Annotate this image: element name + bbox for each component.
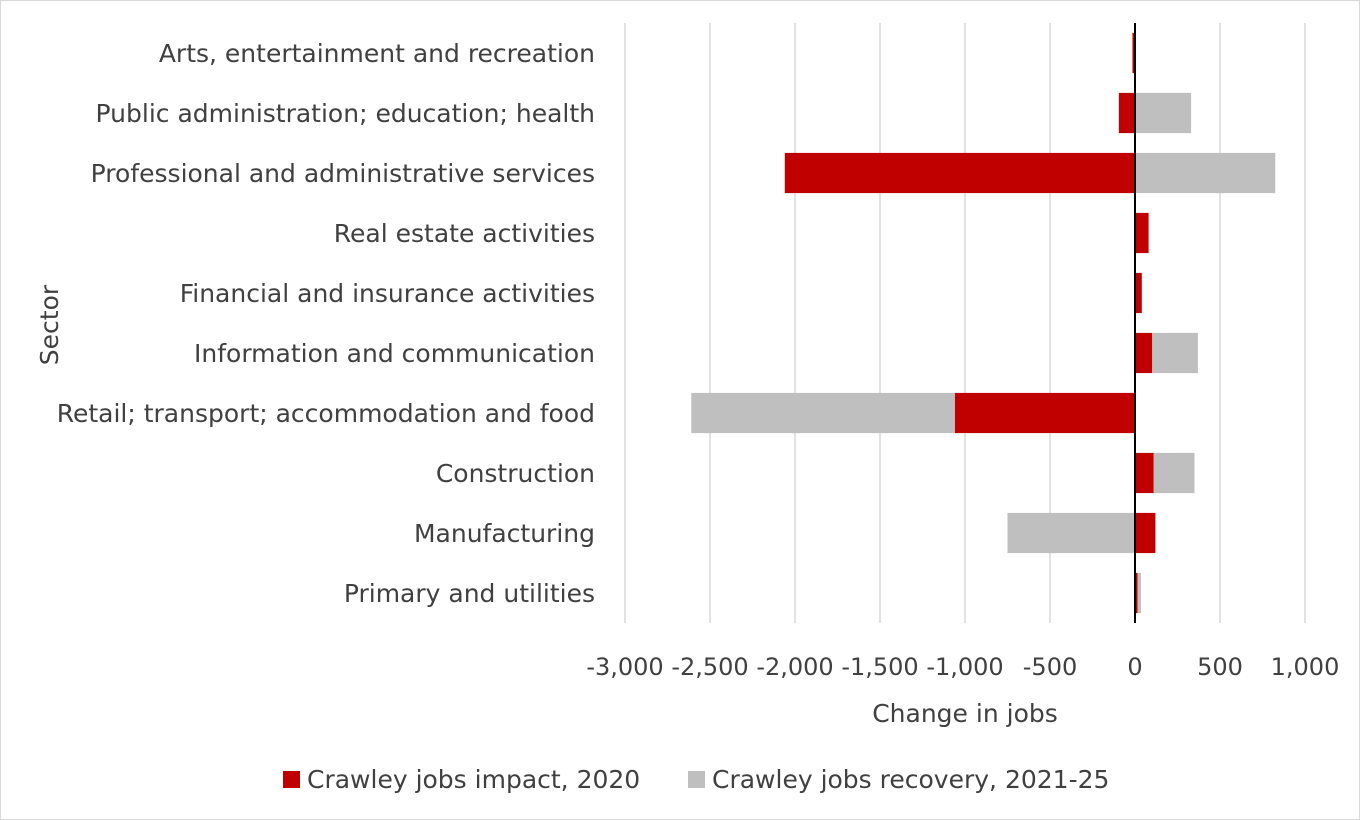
- category-label: Manufacturing: [414, 519, 595, 548]
- legend-label: Crawley jobs recovery, 2021-25: [712, 765, 1109, 794]
- bar-impact: [1132, 32, 1135, 74]
- bars: [691, 32, 1276, 614]
- category-label: Professional and administrative services: [91, 159, 595, 188]
- bar-impact: [1135, 512, 1156, 554]
- legend-swatch: [688, 771, 705, 788]
- y-axis-title: Sector: [35, 284, 64, 365]
- x-tick-label: 1,000: [1271, 653, 1340, 681]
- category-label: Construction: [436, 459, 595, 488]
- bar-recovery: [1135, 152, 1276, 194]
- bar-impact: [1135, 272, 1142, 314]
- x-tick-label: -1,500: [841, 653, 918, 681]
- bar-impact: [1135, 332, 1152, 374]
- bar-impact: [1135, 452, 1154, 494]
- category-label: Financial and insurance activities: [180, 279, 595, 308]
- x-tick-label: -2,500: [671, 653, 748, 681]
- category-label: Real estate activities: [334, 219, 595, 248]
- x-tick-label: 500: [1197, 653, 1243, 681]
- x-tick-label: -2,000: [756, 653, 833, 681]
- legend-label: Crawley jobs impact, 2020: [307, 765, 640, 794]
- category-label: Retail; transport; accommodation and foo…: [57, 399, 595, 428]
- legend-swatch: [283, 771, 300, 788]
- bar-recovery: [1137, 572, 1141, 614]
- x-tick-label: -500: [1023, 653, 1077, 681]
- category-labels: Arts, entertainment and recreation Public…: [57, 39, 595, 608]
- category-label: Information and communication: [194, 339, 595, 368]
- bar-impact: [1135, 212, 1149, 254]
- x-tick-label: -1,000: [926, 653, 1003, 681]
- category-label: Public administration; education; health: [96, 99, 595, 128]
- category-label: Arts, entertainment and recreation: [159, 39, 595, 68]
- bar-recovery: [691, 392, 955, 434]
- bar-impact: [954, 392, 1135, 434]
- bar-recovery: [1153, 452, 1195, 494]
- x-tick-label: 0: [1127, 653, 1142, 681]
- bar-impact: [1118, 92, 1135, 134]
- x-tick-label: -3,000: [586, 653, 663, 681]
- bar-recovery: [1007, 512, 1135, 554]
- category-label: Primary and utilities: [344, 579, 595, 608]
- legend: Crawley jobs impact, 2020 Crawley jobs re…: [283, 765, 1109, 794]
- bar-impact: [1135, 572, 1138, 614]
- bar-impact: [784, 152, 1135, 194]
- x-axis-title: Change in jobs: [872, 699, 1058, 728]
- x-tick-labels: -3,000 -2,500 -2,000 -1,500 -1,000 -500 0 500 1,…: [586, 653, 1339, 681]
- bar-recovery: [1135, 92, 1192, 134]
- bar-recovery: [1152, 332, 1198, 374]
- gridlines: [624, 23, 1306, 623]
